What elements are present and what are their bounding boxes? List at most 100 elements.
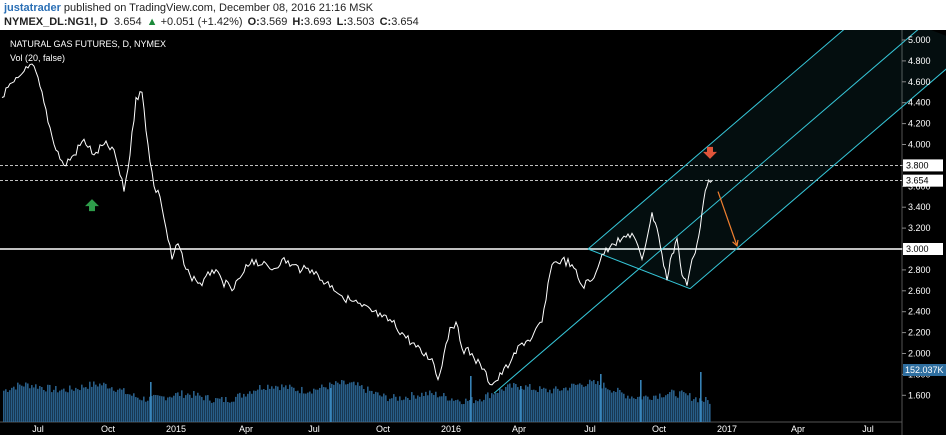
last-price: 3.654 [114,16,142,28]
volume-bar [347,383,349,422]
time-axis[interactable] [0,422,902,435]
trend-arrow-head [732,239,739,248]
volume-bar [125,394,127,422]
plot-area[interactable] [0,30,902,422]
volume-bar [295,391,297,422]
tag-3654-bg [903,174,943,187]
volume-bar [331,383,333,422]
volume-bar [633,398,635,422]
volume-bar [531,389,533,422]
volume-bar [463,404,465,422]
volume-bar [139,399,141,422]
price-chart[interactable]: NATURAL GAS FUTURES, D, NYMEX Vol (20, f… [0,30,946,435]
volume-bar [73,390,75,422]
volume-bar [671,389,673,422]
volume-bar [645,395,647,422]
volume-bar [657,398,659,422]
volume-bar [141,400,143,422]
volume-bar [87,388,89,422]
volume-bar [567,390,569,422]
volume-bar [263,389,265,422]
volume-bar [55,386,57,422]
volume-bar [281,384,283,422]
volume-bar [603,382,605,422]
volume-bar [271,386,273,422]
low-value: 3.503 [347,16,375,28]
volume-bar [473,403,475,422]
y-tick-label: 2.400 [908,307,931,317]
y-tick-label: 4.600 [908,77,931,87]
down-arrow-icon [703,146,717,159]
volume-bar [133,393,135,422]
volume-bar [13,386,15,422]
volume-bar [507,384,509,422]
y-tick-label: 2.000 [908,349,931,359]
volume-bar [293,387,295,422]
volume-bar [577,384,579,422]
y-tick-label: 3.400 [908,202,931,212]
volume-bar [517,387,519,422]
author-link[interactable]: justatrader [4,2,61,14]
volume-bar [691,400,693,422]
volume-bar [149,396,151,422]
tag-volume-bg [903,364,946,376]
volume-bar [521,388,523,422]
volume-bar [85,387,87,422]
volume-bar [395,396,397,422]
volume-bar [93,381,95,422]
volume-bar [335,381,337,422]
volume-bar [261,389,263,422]
volume-bar [167,397,169,422]
volume-bar [105,383,107,422]
volume-bar [565,387,567,422]
volume-bar [381,396,383,422]
volume-bar [219,398,221,422]
volume-bar [667,394,669,422]
volume-bar [527,386,529,422]
volume-bar [683,392,685,422]
volume-bar [253,390,255,422]
volume-bar [653,395,655,422]
x-tick-label: 2015 [166,424,186,434]
volume-bar [275,385,277,422]
volume-bar [15,389,17,422]
volume-bar [673,390,675,422]
volume-bar [685,393,687,422]
volume-bar [461,404,463,422]
volume-layer [3,372,711,422]
volume-bar [333,384,335,422]
volume-bar [513,382,515,422]
volume-bar [689,393,691,422]
volume-bar [53,389,55,422]
volume-bar [705,396,707,422]
volume-bar [605,387,607,422]
x-tick-label: Oct [376,424,391,434]
volume-bar [39,385,41,422]
volume-bar [41,387,43,422]
volume-bar [481,401,483,422]
volume-bar [115,391,117,422]
volume-bar [707,400,709,422]
volume-bar [627,395,629,422]
volume-bar [457,399,459,422]
volume-bar [195,395,197,422]
volume-bar [407,398,409,422]
volume-bar [3,390,5,422]
volume-bar [571,383,573,422]
tag-3800-bg [903,159,943,172]
volume-bar [471,397,473,422]
volume-bar [165,400,167,422]
volume-bar [343,380,345,422]
volume-bar [257,389,259,422]
volume-bar [173,395,175,422]
volume-bar [469,400,471,422]
volume-bar [423,396,425,422]
pitchfork[interactable] [493,30,946,394]
volume-bar [545,388,547,422]
volume-bar [419,396,421,422]
volume-bar [697,402,699,422]
volume-bar [189,394,191,422]
pitchfork-handle [587,248,691,290]
x-tick-label: 2017 [717,424,737,434]
volume-bar [487,392,489,422]
